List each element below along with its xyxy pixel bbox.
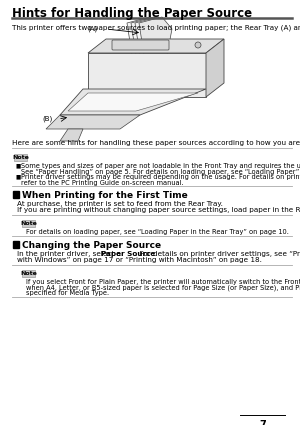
Text: with Windows” on page 17 or “Printing with Macintosh” on page 18.: with Windows” on page 17 or “Printing wi… xyxy=(17,257,262,263)
Polygon shape xyxy=(131,17,164,55)
Polygon shape xyxy=(46,115,140,129)
Text: Note: Note xyxy=(20,271,37,276)
Text: ■: ■ xyxy=(16,174,21,179)
Text: 7: 7 xyxy=(260,420,266,425)
Text: If you select Front for Plain Paper, the printer will automatically switch to th: If you select Front for Plain Paper, the… xyxy=(26,279,300,285)
Text: ■: ■ xyxy=(16,163,21,168)
Text: when A4, Letter, or B5-sized paper is selected for Page Size (or Paper Size), an: when A4, Letter, or B5-sized paper is se… xyxy=(26,284,300,291)
Text: Paper Source: Paper Source xyxy=(101,251,155,257)
Polygon shape xyxy=(88,53,206,97)
Text: This printer offers two paper sources to load printing paper; the Rear Tray (A) : This printer offers two paper sources to… xyxy=(12,24,300,31)
Polygon shape xyxy=(60,129,83,141)
Text: Note: Note xyxy=(20,221,37,226)
Text: See “Paper Handling” on page 5. For details on loading paper, see “Loading Paper: See “Paper Handling” on page 5. For deta… xyxy=(21,168,300,175)
Text: When Printing for the First Time: When Printing for the First Time xyxy=(22,190,188,199)
Bar xyxy=(13,241,19,248)
Text: Here are some hints for handling these paper sources according to how you are us: Here are some hints for handling these p… xyxy=(12,140,300,146)
Polygon shape xyxy=(135,17,168,55)
FancyBboxPatch shape xyxy=(14,154,27,162)
Text: Hints for Handling the Paper Source: Hints for Handling the Paper Source xyxy=(12,7,252,20)
Circle shape xyxy=(195,42,201,48)
Text: Some types and sizes of paper are not loadable in the Front Tray and requires th: Some types and sizes of paper are not lo… xyxy=(21,163,300,169)
Polygon shape xyxy=(127,17,160,55)
Polygon shape xyxy=(60,89,206,115)
FancyBboxPatch shape xyxy=(22,270,35,277)
Text: refer to the PC Printing Guide on-screen manual.: refer to the PC Printing Guide on-screen… xyxy=(21,179,184,185)
Text: . For details on printer driver settings, see “Printing: . For details on printer driver settings… xyxy=(135,251,300,257)
FancyBboxPatch shape xyxy=(22,220,35,227)
Text: specified for Media Type.: specified for Media Type. xyxy=(26,290,109,296)
Text: At purchase, the printer is set to feed from the Rear Tray.: At purchase, the printer is set to feed … xyxy=(17,201,223,207)
Polygon shape xyxy=(68,93,198,111)
Text: Printer driver settings may be required depending on the usage. For details on p: Printer driver settings may be required … xyxy=(21,174,300,180)
Text: (A): (A) xyxy=(88,26,98,32)
Text: Note: Note xyxy=(12,155,29,160)
Text: In the printer driver, select a: In the printer driver, select a xyxy=(17,251,123,257)
Polygon shape xyxy=(206,39,224,97)
Text: (B): (B) xyxy=(43,116,53,122)
Polygon shape xyxy=(88,39,224,53)
Bar xyxy=(13,190,19,198)
Polygon shape xyxy=(139,17,172,55)
Text: If you are printing without changing paper source settings, load paper in the Re: If you are printing without changing pap… xyxy=(17,207,300,213)
FancyBboxPatch shape xyxy=(112,40,169,50)
Text: Changing the Paper Source: Changing the Paper Source xyxy=(22,241,161,250)
Text: For details on loading paper, see “Loading Paper in the Rear Tray” on page 10.: For details on loading paper, see “Loadi… xyxy=(26,229,289,235)
